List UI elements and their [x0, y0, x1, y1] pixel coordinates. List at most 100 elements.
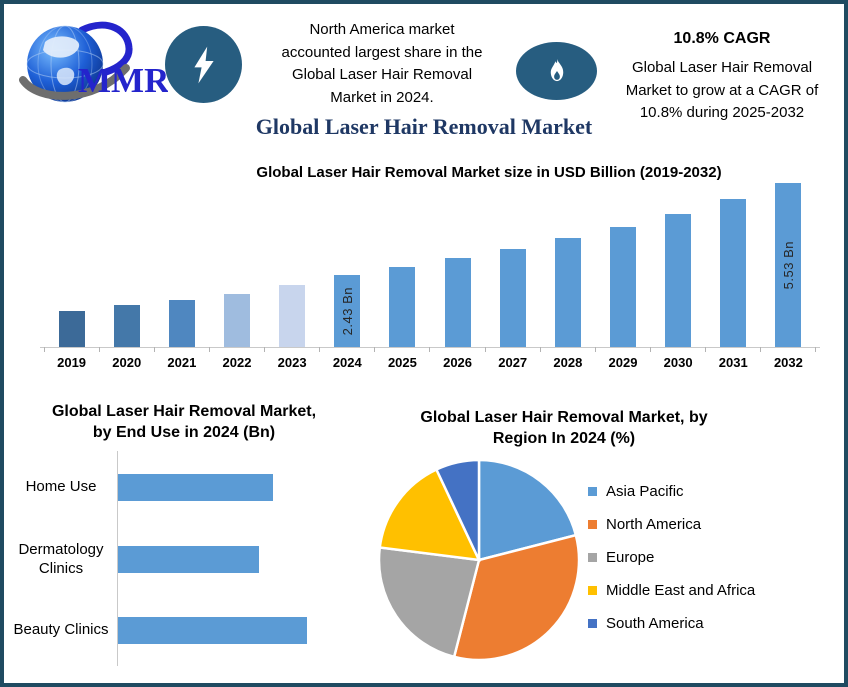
legend-label: South America: [606, 614, 704, 632]
globe-icon: [26, 25, 104, 103]
legend-label: Middle East and Africa: [606, 581, 756, 599]
bar-column-2020: [99, 183, 154, 347]
x-tick: [429, 347, 431, 352]
market-size-x-labels: 2019 2020 2021 2022 2023 2024 2025 2026 2027 2028…: [44, 355, 816, 370]
bar-2029: [609, 227, 636, 347]
x-tick: [99, 347, 101, 352]
enduse-row-dermatology-clinics: Dermatology Clinics: [9, 523, 361, 595]
x-label-2019: 2019: [57, 355, 87, 370]
market-size-chart-title: Global Laser Hair Removal Market size in…: [256, 164, 722, 181]
bar-2022: [223, 294, 250, 347]
bar-column-2019: [44, 183, 99, 347]
page-title: Global Laser Hair Removal Market: [255, 114, 593, 139]
x-label-2030: 2030: [663, 355, 693, 370]
x-tick: [44, 347, 45, 352]
pie-slice-south-america: [434, 458, 481, 561]
cagr-statement: Global Laser Hair Removal Market to grow…: [625, 59, 819, 121]
x-label-2020: 2020: [112, 355, 142, 370]
x-tick: [594, 347, 596, 352]
mmr-logo: MMR: [19, 21, 168, 103]
bar-2031: [720, 199, 747, 347]
bar-column-2029: [595, 183, 650, 347]
market-size-plot: 2.43 Bn 5.53 Bn: [44, 183, 816, 347]
x-tick: [264, 347, 266, 352]
enduse-row-beauty-clinics: Beauty Clinics: [9, 594, 361, 666]
x-label-2031: 2031: [718, 355, 748, 370]
bar-2023: [279, 285, 306, 347]
bar-2026: [444, 258, 471, 347]
bar-column-2025: [375, 183, 430, 347]
bar-2024: 2.43 Bn: [334, 275, 361, 347]
x-tick: [759, 347, 761, 352]
enduse-bar: [118, 473, 273, 501]
x-label-2025: 2025: [387, 355, 417, 370]
header-statement: North America market accounted largest s…: [281, 21, 483, 106]
legend-label: North America: [606, 515, 702, 533]
bar-2032: 5.53 Bn: [775, 183, 802, 347]
enduse-label: Beauty Clinics: [13, 621, 109, 639]
bar-2021: [168, 300, 195, 347]
cagr-heading: 10.8% CAGR: [673, 30, 771, 47]
pie-slice-asia-pacific: [477, 458, 578, 562]
x-tick: [154, 347, 156, 352]
legend-label: Europe: [606, 548, 655, 566]
flame-icon: [516, 42, 597, 100]
bar-2019: [58, 311, 85, 347]
region-pie: [377, 458, 581, 662]
enduse-label: Home Use: [25, 478, 97, 496]
x-tick: [649, 347, 651, 352]
enduse-y-axis: [117, 451, 118, 666]
region-legend: Asia Pacific North America Europe Middle Ea…: [588, 481, 755, 633]
bar-2030: [665, 214, 692, 347]
legend-swatch: [588, 486, 597, 496]
cagr-block: 10.8% CAGR Global Laser Hair Removal Mar…: [602, 30, 842, 125]
bar-2025: [389, 267, 416, 347]
x-tick: [814, 347, 816, 352]
bar-column-2028: [540, 183, 595, 347]
x-label-2029: 2029: [608, 355, 638, 370]
logo-text: MMR: [78, 61, 168, 100]
x-label-2022: 2022: [222, 355, 252, 370]
pie-slice-europe: [377, 546, 481, 659]
x-label-2023: 2023: [277, 355, 307, 370]
bar-column-2022: [209, 183, 264, 347]
x-label-2026: 2026: [443, 355, 473, 370]
bar-value-label-2032: 5.53 Bn: [780, 240, 796, 290]
bar-2027: [499, 249, 526, 347]
bar-column-2031: [706, 183, 761, 347]
legend-label: Asia Pacific: [606, 482, 684, 500]
legend-swatch: [588, 585, 597, 595]
enduse-chart-title: Global Laser Hair Removal Market, by End…: [51, 403, 317, 441]
x-tick: [374, 347, 376, 352]
x-label-2027: 2027: [498, 355, 528, 370]
enduse-label: Dermatology Clinics: [18, 540, 104, 578]
enduse-row-home-use: Home Use: [9, 451, 361, 523]
bar-column-2027: [485, 183, 540, 347]
bar-column-2032: 5.53 Bn: [761, 183, 816, 347]
x-tick: [704, 347, 706, 352]
lightning-icon: [165, 26, 242, 103]
region-chart-title: Global Laser Hair Removal Market, by Reg…: [420, 409, 708, 447]
x-tick: [539, 347, 541, 352]
bar-column-2024: 2.43 Bn: [320, 183, 375, 347]
bar-2020: [113, 305, 140, 347]
swoosh-underline: [19, 64, 130, 100]
market-size-x-ticks: [44, 347, 816, 352]
x-label-2028: 2028: [553, 355, 583, 370]
pie-slice-north-america: [452, 533, 581, 662]
legend-item-middle-east-and-africa: Middle East and Africa: [588, 580, 755, 600]
enduse-bar: [118, 616, 307, 644]
enduse-plot: Home Use Dermatology Clinics Beauty Clinic…: [9, 451, 361, 666]
legend-item-north-america: North America: [588, 514, 755, 534]
x-tick: [209, 347, 211, 352]
legend-swatch: [588, 618, 597, 628]
x-label-2024: 2024: [332, 355, 362, 370]
legend-swatch: [588, 552, 597, 562]
x-tick: [319, 347, 321, 352]
bar-value-label-2024: 2.43 Bn: [339, 286, 355, 336]
enduse-bar: [118, 545, 259, 573]
legend-item-europe: Europe: [588, 547, 755, 567]
x-label-2032: 2032: [773, 355, 803, 370]
bar-column-2030: [651, 183, 706, 347]
